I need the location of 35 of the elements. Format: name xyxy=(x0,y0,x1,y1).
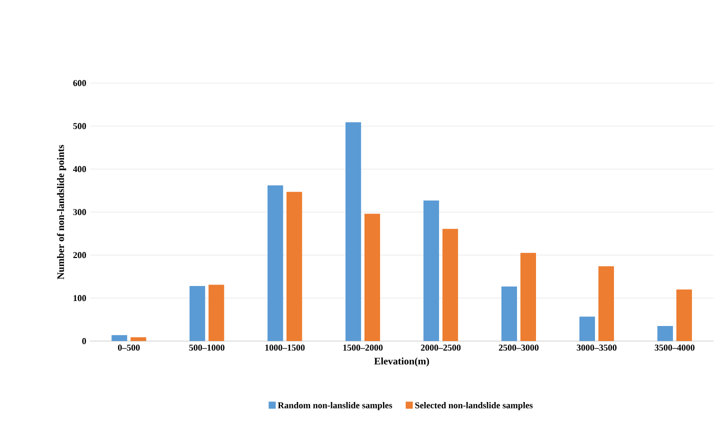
bar xyxy=(676,289,692,342)
y-tick-label: 200 xyxy=(73,252,86,258)
bar xyxy=(579,316,595,342)
x-tick-label: 2500–3000 xyxy=(498,344,539,351)
bar xyxy=(190,286,206,342)
y-tick-label: 300 xyxy=(73,209,86,216)
bar xyxy=(501,286,518,342)
x-tick-label: 2000–2500 xyxy=(420,344,461,351)
bar xyxy=(520,252,536,342)
x-tick-label: 3000–3500 xyxy=(576,344,617,351)
y-tick-label: 600 xyxy=(73,80,86,86)
bar xyxy=(112,335,128,342)
bar xyxy=(268,185,284,342)
y-tick-label: 100 xyxy=(74,295,86,302)
bar xyxy=(423,200,440,342)
bar xyxy=(364,214,380,342)
x-tick-label: 500–1000 xyxy=(189,344,224,351)
y-tick-label: 400 xyxy=(73,166,86,172)
y-axis-title: Number of non-landslide points xyxy=(56,144,66,280)
bar xyxy=(208,284,224,342)
bar xyxy=(598,266,614,342)
bar xyxy=(130,337,146,342)
legend-label: Selected non-landslide samples xyxy=(415,402,533,410)
x-tick-label: 1500–2000 xyxy=(343,344,383,351)
legend-label: Random non-lanslide samples xyxy=(278,402,392,410)
y-tick-label: 500 xyxy=(73,123,86,130)
bar xyxy=(286,192,302,342)
bar xyxy=(345,122,362,342)
y-tick-label: 0 xyxy=(82,338,86,344)
x-tick-label: 0–500 xyxy=(118,344,140,351)
x-tick-label: 1000–1500 xyxy=(265,344,305,351)
bar xyxy=(657,326,673,342)
x-axis-title: Elevation(m) xyxy=(374,357,429,366)
x-tick-label: 3500–4000 xyxy=(654,344,694,351)
bar xyxy=(442,228,458,342)
